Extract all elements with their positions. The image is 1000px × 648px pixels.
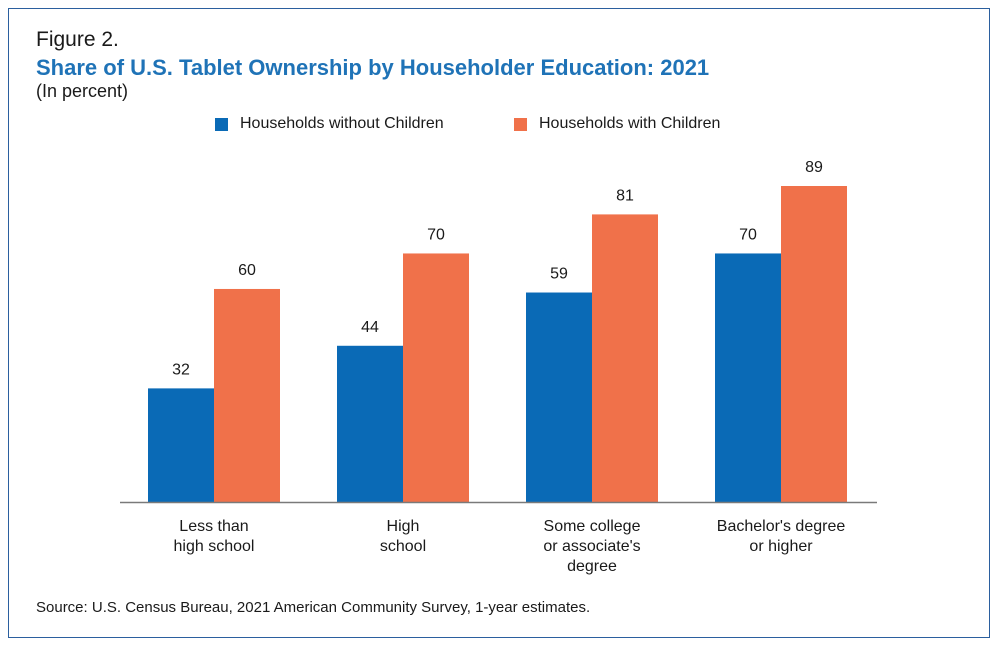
value-label-without-children-0: 32	[172, 361, 190, 378]
figure-frame	[8, 8, 990, 638]
category-label-2: Some college or associate's degree	[512, 517, 672, 577]
figure-label: Figure 2.	[36, 28, 119, 51]
category-label-line: Some college	[543, 518, 641, 535]
legend-swatch-without-children	[215, 117, 228, 131]
category-label-line: degree	[567, 558, 617, 575]
category-label-0: Less than high school	[134, 517, 294, 557]
category-label-line: High	[386, 518, 420, 535]
value-label-without-children-2: 59	[550, 266, 568, 283]
category-label-1: High school	[323, 517, 483, 557]
bar-without-children-0	[148, 388, 214, 502]
category-label-line: or associate's	[543, 538, 641, 555]
value-label-with-children-3: 89	[805, 159, 823, 176]
value-label-with-children-0: 60	[238, 262, 256, 279]
category-label-line: Less than	[179, 518, 249, 535]
category-label-line: Bachelor's degree	[716, 518, 846, 535]
category-label-line: school	[379, 538, 427, 555]
category-label-line: or higher	[749, 538, 813, 555]
chart-title: Share of U.S. Tablet Ownership by Househ…	[36, 55, 710, 80]
category-label-line: high school	[173, 538, 255, 555]
bar-with-children-2	[592, 214, 658, 503]
legend-swatch-with-children	[514, 117, 527, 131]
bar-without-children-2	[526, 292, 592, 502]
legend-item-with-children: Households with Children	[514, 115, 720, 133]
bar-with-children-1	[403, 253, 469, 502]
bar-with-children-3	[781, 186, 847, 502]
value-label-without-children-3: 70	[739, 226, 757, 243]
source-note: Source: U.S. Census Bureau, 2021 America…	[36, 599, 591, 616]
legend-label-without-children: Households without Children	[240, 115, 444, 132]
legend: Households without Children Households w…	[0, 115, 1000, 137]
value-label-with-children-1: 70	[427, 226, 445, 243]
bar-without-children-1	[337, 345, 403, 502]
chart-subtitle: (In percent)	[36, 81, 129, 101]
value-label-without-children-1: 44	[361, 319, 379, 336]
legend-item-without-children: Households without Children	[215, 115, 444, 133]
bar-with-children-0	[214, 288, 280, 502]
category-label-3: Bachelor's degree or higher	[701, 517, 861, 557]
legend-label-with-children: Households with Children	[539, 115, 721, 132]
value-label-with-children-2: 81	[616, 187, 634, 204]
bar-without-children-3	[715, 253, 781, 502]
